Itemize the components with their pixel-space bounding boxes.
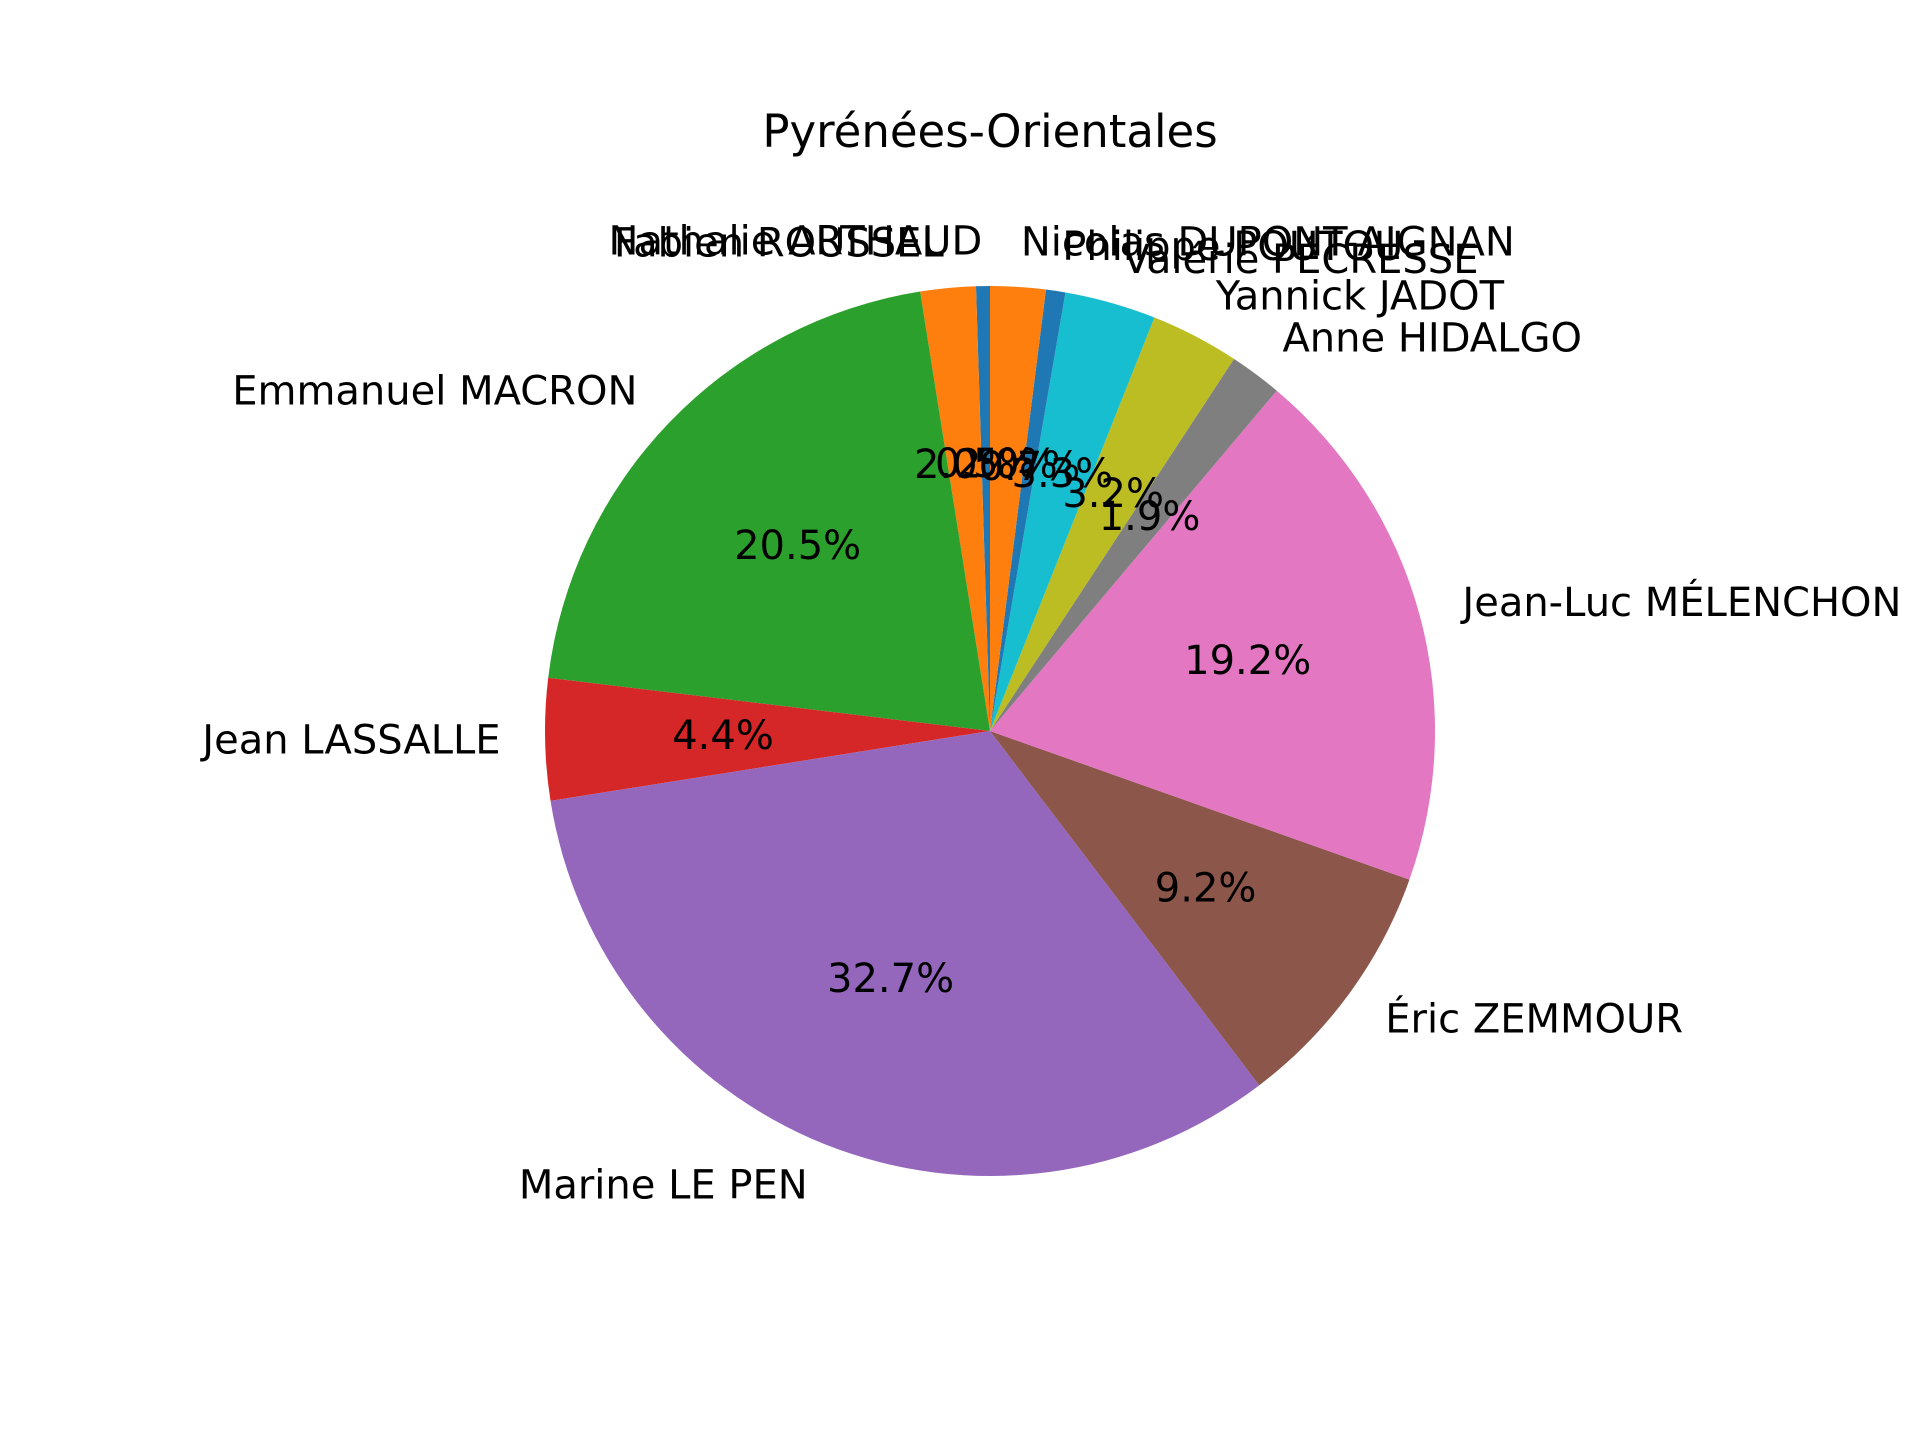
- slice-label-fabien-roussel: Fabien ROUSSEL: [614, 221, 945, 267]
- percent-label-fabien-roussel: 2.0%: [914, 442, 1016, 488]
- slice-label-nathalie-arthaud: Nathalie ARTHAUD: [609, 219, 983, 265]
- percent-label-nathalie-arthaud: 0.5%: [935, 441, 1037, 487]
- slice-label-eric-zemmour: Éric ZEMMOUR: [1385, 995, 1683, 1043]
- pie-slice-fabien-roussel: [920, 286, 990, 731]
- percent-label-valerie-pecresse: 3.3%: [1012, 451, 1114, 497]
- slice-label-philippe-poutou: Philippe POUTOU: [1062, 224, 1403, 270]
- pie-slice-valerie-pecresse: [990, 292, 1155, 731]
- pie-slice-nathalie-arthaud: [975, 286, 990, 731]
- pie-slice-philippe-poutou: [990, 289, 1066, 731]
- percent-label-eric-zemmour: 9.2%: [1155, 865, 1257, 911]
- percent-label-philippe-poutou: 0.7%: [979, 444, 1081, 490]
- percent-label-jean-luc-melenchon: 19.2%: [1184, 638, 1311, 684]
- pie-slice-jean-lassalle: [545, 677, 990, 801]
- pie-slice-yannick-jadot: [990, 317, 1235, 731]
- slice-label-jean-luc-melenchon: Jean-Luc MÉLENCHON: [1459, 578, 1901, 626]
- pie-slice-jean-luc-melenchon: [990, 390, 1435, 880]
- pie-slice-emmanuel-macron: [548, 291, 990, 731]
- slice-label-emmanuel-macron: Emmanuel MACRON: [232, 368, 637, 414]
- percent-label-anne-hidalgo: 1.9%: [1099, 494, 1201, 540]
- percent-label-jean-lassalle: 4.4%: [672, 713, 774, 759]
- percent-label-marine-le-pen: 32.7%: [827, 956, 954, 1002]
- percent-labels: 0.5%2.0% 20.5% 4.4% 32.7% 9.2% 19.2% 1.9%3.2%3…: [672, 441, 1311, 1002]
- pie-slices: [545, 286, 1435, 1176]
- slice-label-jean-lassalle: Jean LASSALLE: [199, 717, 500, 763]
- slice-label-yannick-jadot: Yannick JADOT: [1215, 274, 1505, 320]
- pie-slice-eric-zemmour: [990, 731, 1410, 1086]
- chart-title: Pyrénées-Orientales: [762, 105, 1217, 158]
- slice-label-anne-hidalgo: Anne HIDALGO: [1282, 315, 1582, 361]
- percent-label-yannick-jadot: 3.2%: [1062, 471, 1164, 517]
- percent-label-nicolas-dupont-aignan: 2.0%: [956, 442, 1058, 488]
- pie-slice-anne-hidalgo: [990, 358, 1277, 731]
- pie-slice-marine-le-pen: [550, 731, 1260, 1176]
- slice-label-nicolas-dupont-aignan: Nicolas DUPONT-AIGNAN: [1021, 219, 1515, 265]
- slice-label-marine-le-pen: Marine LE PEN: [519, 1162, 808, 1208]
- slice-label-valerie-pecresse: Valérie PÉCRESSE: [1123, 235, 1479, 283]
- pie-slice-nicolas-dupont-aignan: [990, 286, 1046, 731]
- percent-label-emmanuel-macron: 20.5%: [734, 523, 861, 569]
